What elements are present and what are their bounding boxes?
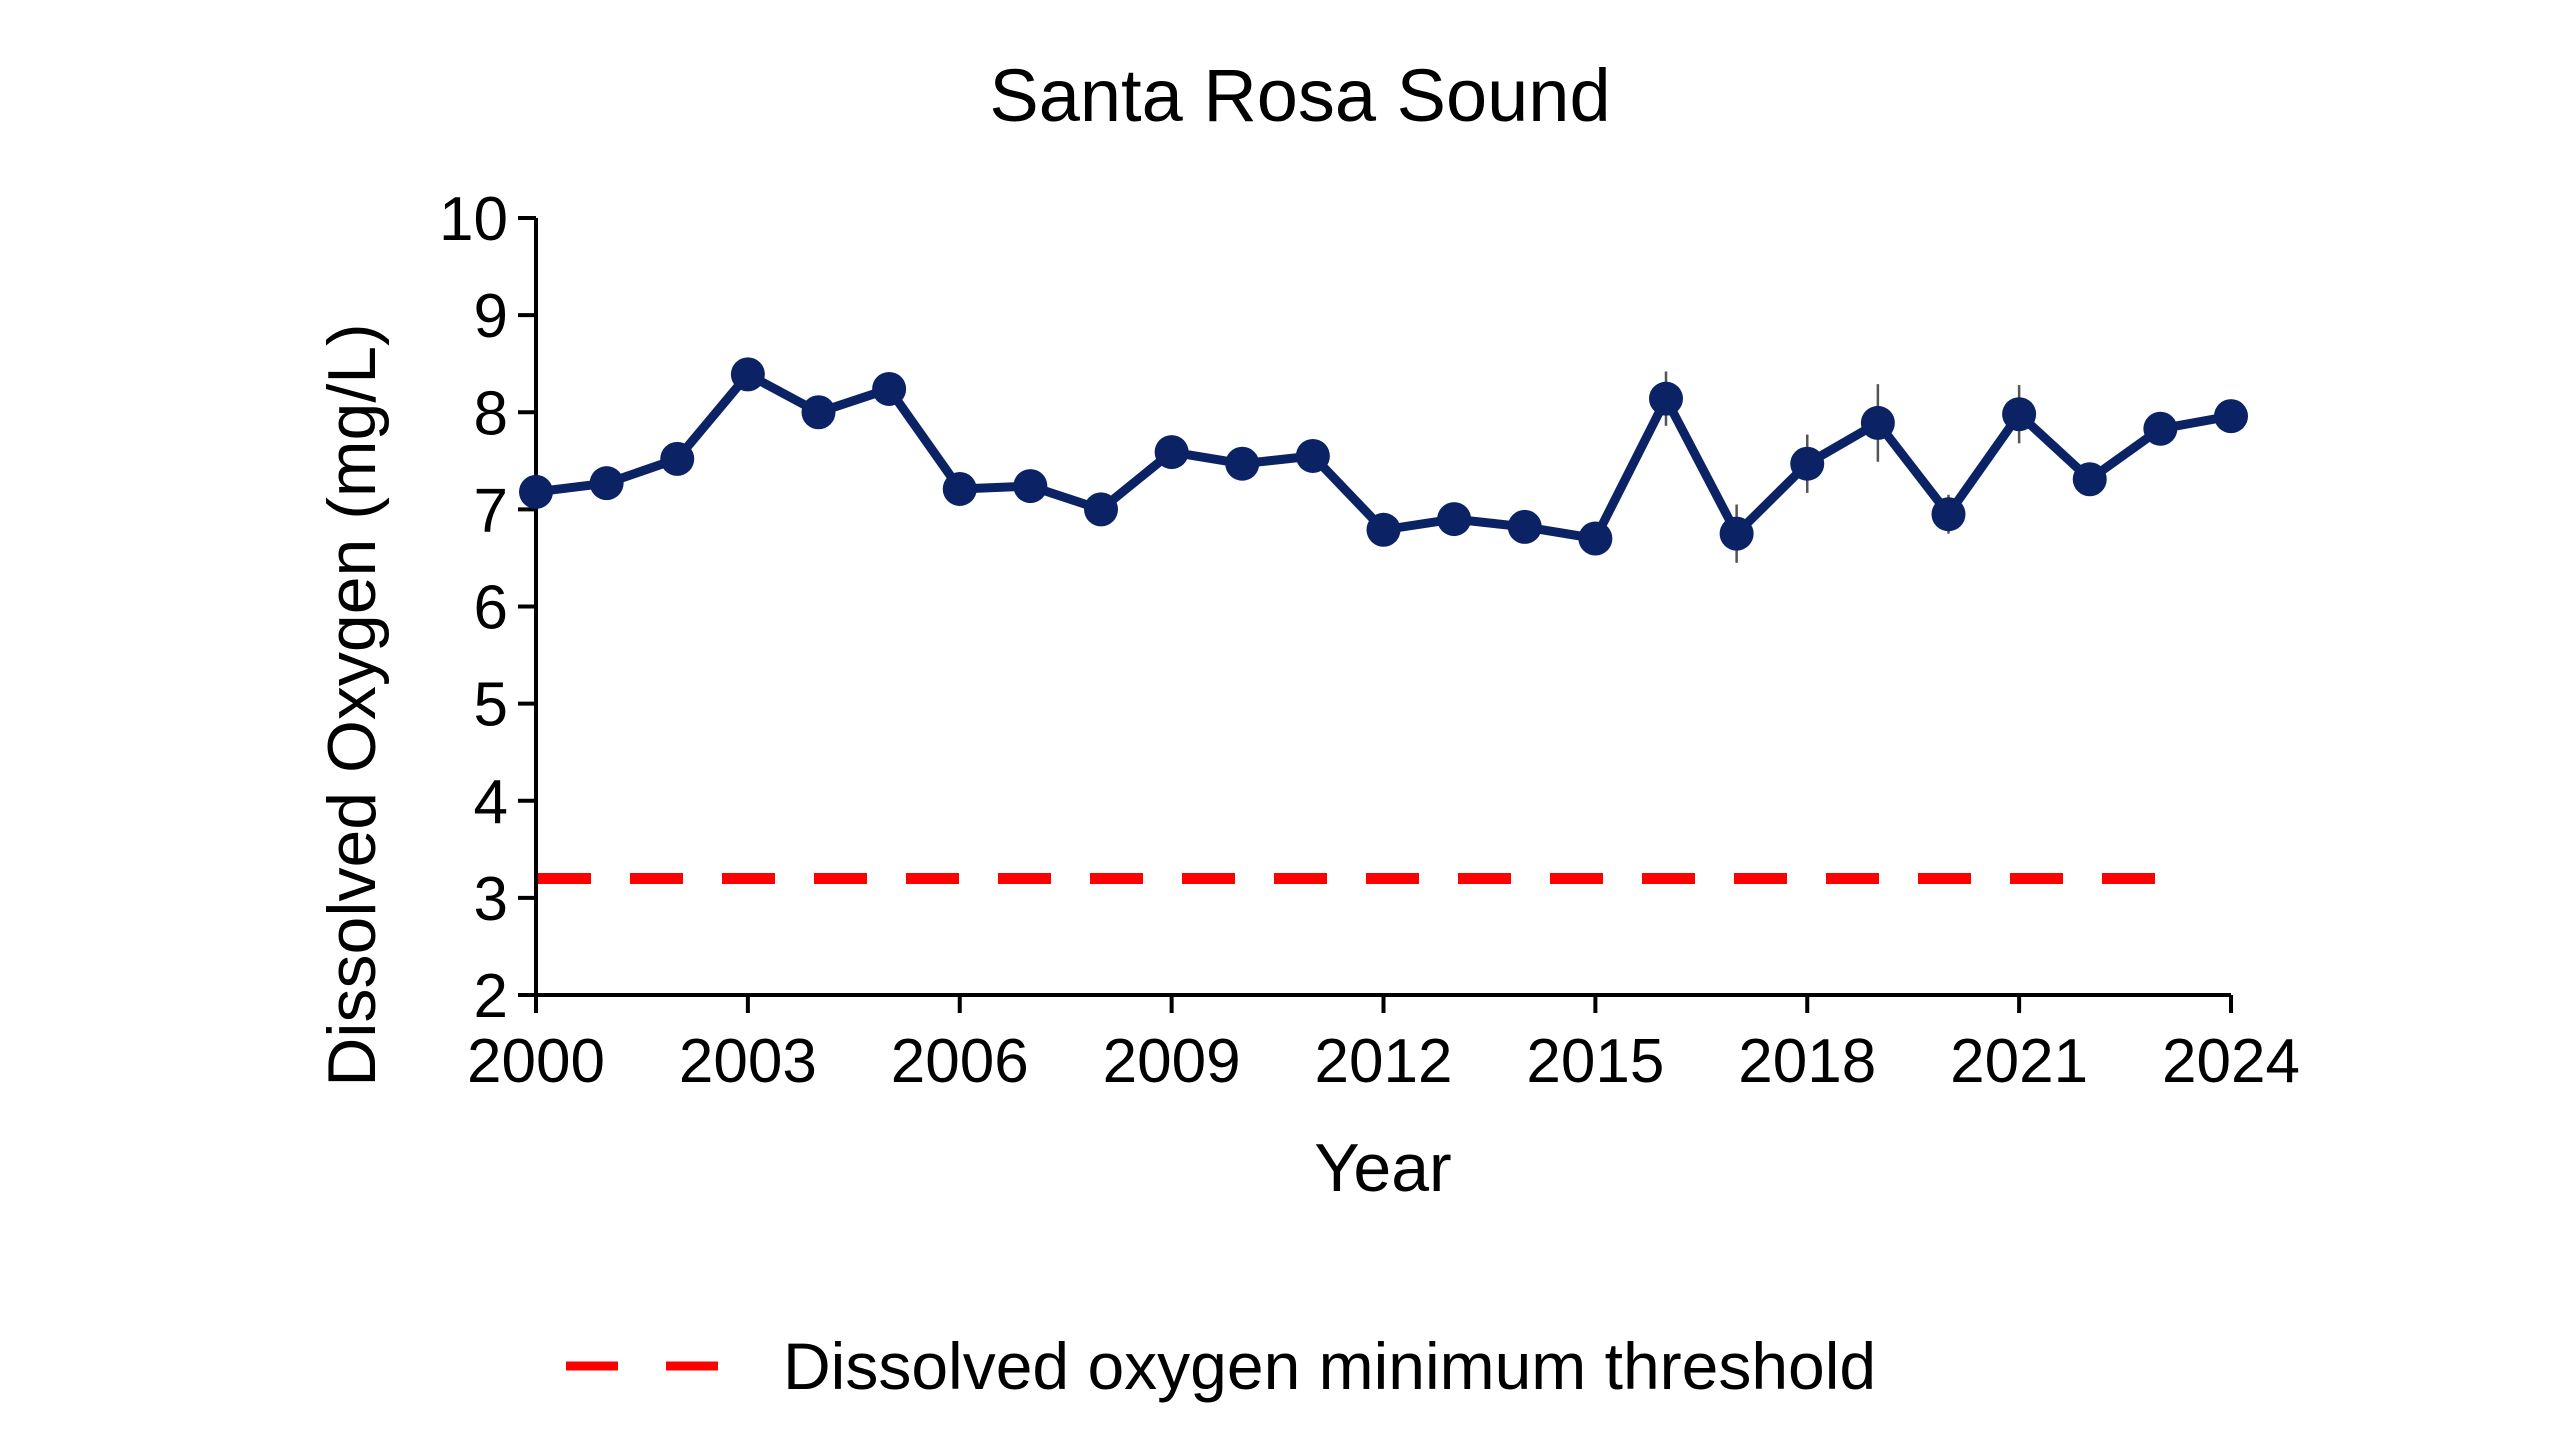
data-point: [1154, 435, 1189, 470]
data-point: [2214, 399, 2248, 434]
data-point: [1225, 446, 1260, 481]
data-point: [1013, 469, 1048, 504]
x-tick-label: 2021: [1950, 1027, 2088, 1096]
y-tick-label: 8: [474, 379, 508, 448]
data-point: [660, 441, 695, 476]
data-point: [1860, 405, 1895, 440]
data-point: [942, 471, 977, 506]
data-point: [1649, 381, 1683, 416]
data-point: [730, 357, 765, 392]
data-point: [2143, 411, 2178, 446]
x-tick-label: 2003: [679, 1027, 817, 1096]
x-tick-label: 2012: [1315, 1027, 1453, 1096]
y-tick-label: 6: [474, 574, 508, 643]
data-point: [1507, 509, 1542, 544]
y-tick-label: 3: [474, 865, 508, 934]
data-point: [872, 371, 907, 406]
y-tick-label: 7: [474, 476, 508, 545]
x-axis-label: Year: [1314, 1130, 1451, 1206]
x-tick-label: 2024: [2162, 1027, 2300, 1096]
data-points: [519, 357, 2248, 556]
axes: [518, 216, 2233, 1013]
y-tick-label: 10: [439, 185, 508, 254]
y-tick-label: 9: [474, 282, 508, 351]
data-point: [519, 474, 553, 509]
legend: Dissolved oxygen minimum threshold: [566, 1329, 1876, 1403]
data-point: [1578, 521, 1613, 556]
data-point: [801, 395, 836, 430]
chart-title: Santa Rosa Sound: [989, 54, 1610, 137]
y-tick-label: 4: [474, 768, 508, 837]
data-point: [1437, 502, 1472, 537]
data-point: [2002, 397, 2037, 432]
x-tick-label: 2009: [1103, 1027, 1241, 1096]
data-point: [2072, 462, 2107, 497]
tick-labels: 2 3 4 5 6 7 8 9 10 2000 2003 2006 2009 2012 2015 2018 20…: [439, 185, 2300, 1096]
y-tick-label: 5: [474, 671, 508, 740]
x-tick-label: 2006: [891, 1027, 1029, 1096]
x-tick-label: 2015: [1526, 1027, 1664, 1096]
x-tick-label: 2018: [1738, 1027, 1876, 1096]
x-tick-label: 2000: [467, 1027, 605, 1096]
data-point: [589, 466, 624, 501]
y-tick-label: 2: [474, 962, 508, 1031]
data-point: [1931, 497, 1966, 532]
data-point: [1295, 438, 1330, 473]
data-point: [1790, 446, 1825, 481]
data-point: [1719, 516, 1754, 551]
data-point: [1366, 512, 1401, 547]
data-point: [1084, 492, 1118, 527]
y-axis-label: Dissolved Oxygen (mg/L): [314, 323, 390, 1086]
legend-threshold-label: Dissolved oxygen minimum threshold: [783, 1329, 1876, 1403]
